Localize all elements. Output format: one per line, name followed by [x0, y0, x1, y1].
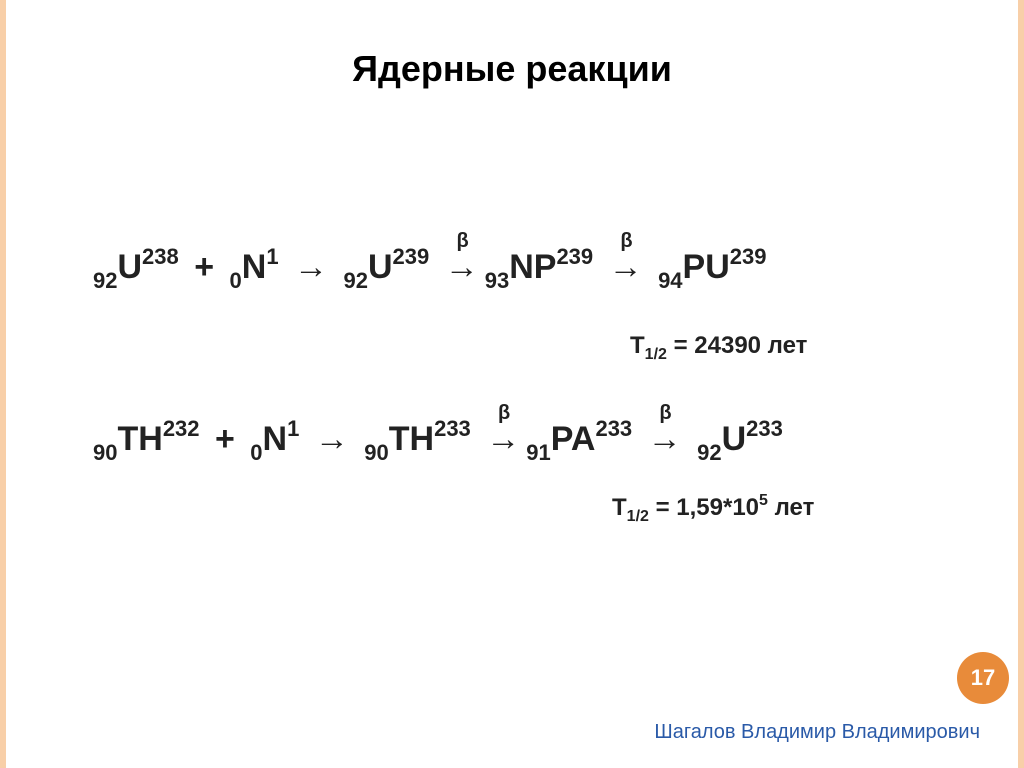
mass-number: 239 — [730, 244, 767, 269]
halflife-symbol: T — [612, 494, 627, 521]
halflife-subscript: 1/2 — [627, 508, 649, 525]
nuclide-u233: 92U233 — [697, 420, 783, 459]
arrow: → — [294, 248, 328, 286]
halflife-unit: лет — [768, 494, 814, 521]
beta-decay-arrow: β → — [486, 420, 520, 459]
beta-decay-arrow: β → — [648, 420, 682, 459]
arrow: → — [648, 420, 682, 458]
beta-label: β — [457, 230, 469, 253]
nuclide-pu239: 94PU239 — [658, 248, 766, 287]
nuclide-u239: 92U239 — [344, 248, 430, 287]
element-symbol: N — [263, 420, 288, 458]
nuclide-n1: 0N1 — [250, 420, 299, 459]
nuclide-pa233: 91PA233 — [526, 420, 632, 459]
z-number: 90 — [364, 440, 388, 465]
slide-title: Ядерные реакции — [0, 48, 1024, 90]
z-number: 92 — [344, 268, 368, 293]
page-number-badge: 17 — [957, 652, 1009, 704]
element-symbol: PA — [551, 420, 596, 458]
z-number: 91 — [526, 440, 550, 465]
element-symbol: U — [368, 248, 393, 286]
halflife-exponent: 5 — [759, 492, 768, 509]
right-accent-gap — [1010, 0, 1018, 768]
beta-label: β — [620, 230, 632, 253]
mass-number: 238 — [142, 244, 179, 269]
z-number: 92 — [93, 268, 117, 293]
element-symbol: U — [722, 420, 747, 458]
beta-label: β — [498, 402, 510, 425]
z-number: 0 — [230, 268, 242, 293]
halflife-symbol: T — [630, 332, 645, 359]
page-number: 17 — [971, 665, 995, 691]
halflife-u233: T1/2 = 1,59*105 лет — [612, 494, 814, 522]
z-number: 92 — [697, 440, 721, 465]
element-symbol: NP — [509, 248, 556, 286]
arrow: → — [445, 248, 479, 286]
halflife-subscript: 1/2 — [645, 346, 667, 363]
z-number: 0 — [250, 440, 262, 465]
mass-number: 233 — [595, 416, 632, 441]
mass-number: 239 — [556, 244, 593, 269]
z-number: 93 — [485, 268, 509, 293]
z-number: 90 — [93, 440, 117, 465]
plus-sign: + — [215, 420, 235, 458]
author-name: Шагалов Владимир Владимирович — [654, 721, 980, 744]
arrow: → — [315, 420, 349, 458]
mass-number: 1 — [266, 244, 278, 269]
element-symbol: TH — [389, 420, 434, 458]
beta-decay-arrow: β → — [445, 248, 479, 287]
mass-number: 232 — [163, 416, 200, 441]
z-number: 94 — [658, 268, 682, 293]
element-symbol: U — [117, 248, 142, 286]
equation-uranium: 92U238 + 0N1 → 92U239 β → 93NP239 β → 94… — [93, 248, 767, 287]
left-accent-gap — [6, 0, 14, 768]
arrow: → — [486, 420, 520, 458]
halflife-pu239: T1/2 = 24390 лет — [630, 332, 807, 360]
nuclide-th232: 90TH232 — [93, 420, 200, 459]
halflife-value: = 24390 лет — [667, 332, 807, 359]
mass-number: 1 — [287, 416, 299, 441]
mass-number: 239 — [393, 244, 430, 269]
nuclide-u238: 92U238 — [93, 248, 179, 287]
beta-decay-arrow: β → — [609, 248, 643, 287]
element-symbol: N — [242, 248, 267, 286]
arrow: → — [609, 248, 643, 286]
element-symbol: PU — [683, 248, 730, 286]
element-symbol: TH — [117, 420, 162, 458]
halflife-value: = 1,59*10 — [649, 494, 759, 521]
plus-sign: + — [194, 248, 214, 286]
mass-number: 233 — [434, 416, 471, 441]
nuclide-th233: 90TH233 — [364, 420, 471, 459]
equation-thorium: 90TH232 + 0N1 → 90TH233 β → 91PA233 β → … — [93, 420, 783, 459]
nuclide-np239: 93NP239 — [485, 248, 593, 287]
nuclide-n1: 0N1 — [230, 248, 279, 287]
beta-label: β — [659, 402, 671, 425]
mass-number: 233 — [746, 416, 783, 441]
